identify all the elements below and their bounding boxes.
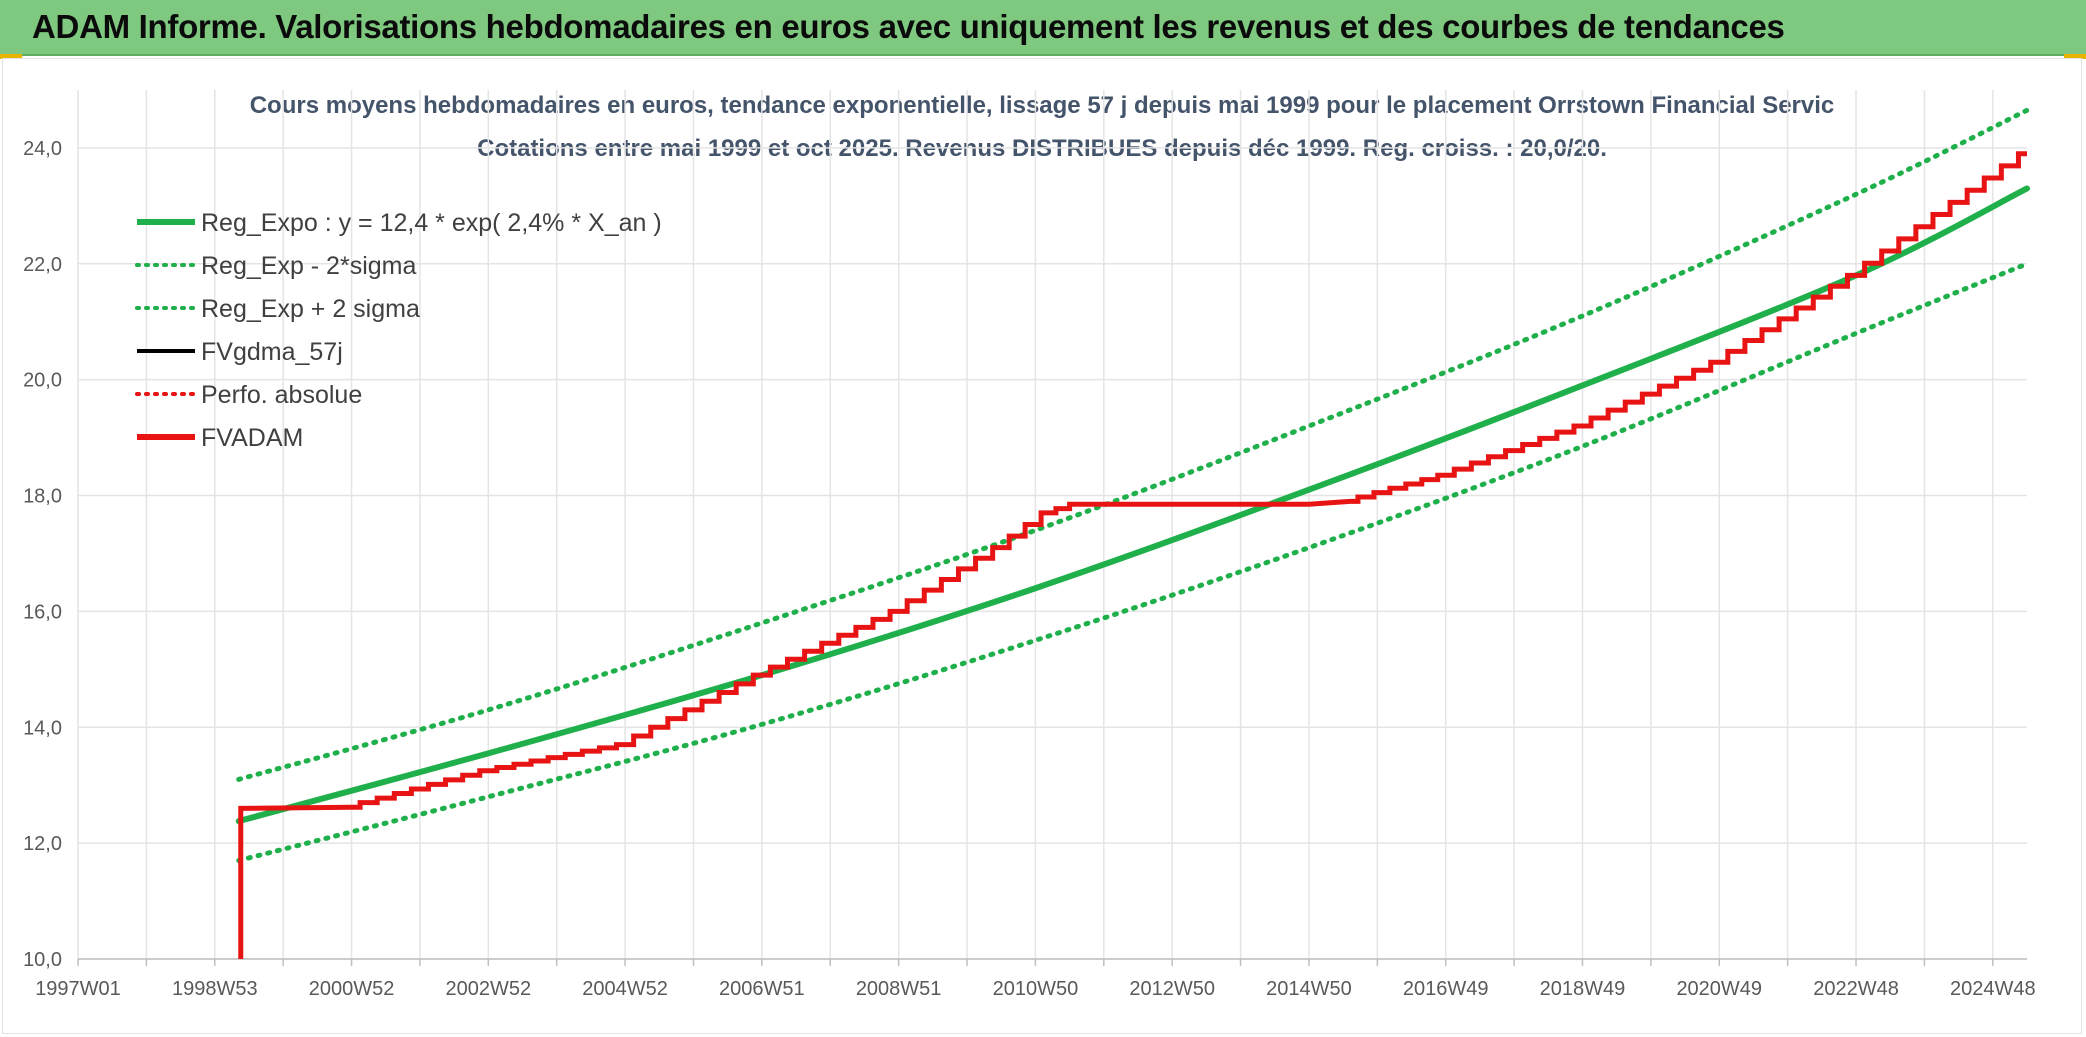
- y-tick-label: 16,0: [23, 601, 62, 623]
- chart-title: Cours moyens hebdomadaires en euros, ten…: [250, 92, 1835, 119]
- y-tick-label: 10,0: [23, 949, 62, 971]
- series-line-fvadam: [238, 151, 2027, 959]
- x-tick-label: 2012W50: [1129, 978, 1215, 1000]
- y-tick-label: 12,0: [23, 833, 62, 855]
- legend-label: Reg_Exp - 2*sigma: [201, 252, 416, 280]
- x-tick-label: 2002W52: [446, 978, 532, 1000]
- x-tick-label: 2004W52: [582, 978, 668, 1000]
- x-tick-label: 2020W49: [1676, 978, 1762, 1000]
- series-line-reg-exp-2-sigma: [236, 107, 2030, 782]
- x-tick-label: 2024W48: [1950, 978, 2036, 1000]
- x-tick-label: 1997W01: [35, 978, 121, 1000]
- y-tick-label: 24,0: [23, 138, 62, 160]
- y-tick-label: 22,0: [23, 254, 62, 276]
- x-tick-label: 2016W49: [1403, 978, 1489, 1000]
- legend: Reg_Expo : y = 12,4 * exp( 2,4% * X_an )…: [135, 209, 662, 452]
- series-line-reg-expo-y-12-4-exp-2-4-x-an: [235, 185, 2030, 825]
- y-tick-label: 14,0: [23, 717, 62, 739]
- x-tick-label: 2006W51: [719, 978, 805, 1000]
- y-tick-label: 18,0: [23, 486, 62, 508]
- x-tick-label: 2008W51: [856, 978, 942, 1000]
- legend-label: FVADAM: [201, 424, 303, 452]
- x-tick-label: 2014W50: [1266, 978, 1352, 1000]
- x-tick-label: 2010W50: [993, 978, 1079, 1000]
- report-header: ADAM Informe. Valorisations hebdomadaire…: [0, 0, 2086, 56]
- legend-label: Reg_Exp + 2 sigma: [201, 295, 420, 323]
- x-axis: 1997W01 1998W53 2000W52 2002W52 2004W52 2006W…: [35, 958, 2036, 1000]
- y-tick-label: 20,0: [23, 370, 62, 392]
- legend-label: Perfo. absolue: [201, 381, 362, 409]
- x-tick-label: 2022W48: [1813, 978, 1899, 1000]
- corner-accent-left: [0, 54, 22, 59]
- series-line-reg-exp-2-sigma: [236, 261, 2030, 864]
- x-tick-label: 1998W53: [172, 978, 258, 1000]
- x-tick-label: 2000W52: [309, 978, 395, 1000]
- x-tick-label: 2018W49: [1540, 978, 1626, 1000]
- legend-label: Reg_Expo : y = 12,4 * exp( 2,4% * X_an ): [201, 209, 662, 237]
- legend-label: FVgdma_57j: [201, 338, 343, 366]
- y-axis: 10,0 12,0 14,0 16,0 18,0 20,0 22,0 24,0: [23, 138, 62, 971]
- chart-frame: [2, 58, 2082, 1034]
- corner-accent-right: [2064, 54, 2086, 59]
- report-title: ADAM Informe. Valorisations hebdomadaire…: [32, 8, 1785, 45]
- plot-area: [235, 107, 2030, 959]
